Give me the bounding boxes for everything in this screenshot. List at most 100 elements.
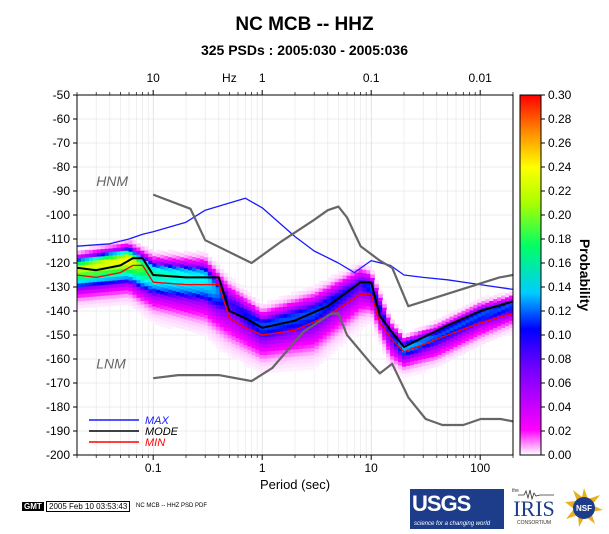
density-cell	[199, 309, 205, 314]
density-cell	[413, 356, 419, 361]
density-cell	[77, 257, 82, 262]
density-cell	[267, 303, 272, 309]
density-cell	[120, 257, 126, 262]
density-cell	[255, 316, 260, 322]
density-cell	[84, 289, 90, 294]
density-cell	[176, 305, 181, 310]
density-cell	[275, 350, 280, 355]
density-cell	[267, 311, 272, 316]
density-cell	[104, 276, 110, 282]
density-cell	[152, 251, 157, 257]
density-cell	[322, 309, 328, 314]
density-cell	[298, 355, 304, 360]
density-cell	[148, 310, 153, 315]
density-cell	[104, 284, 110, 289]
density-cell	[144, 303, 149, 308]
density-cell	[108, 255, 114, 260]
density-cell	[239, 292, 245, 297]
density-cell	[203, 292, 209, 297]
density-cell	[302, 294, 308, 299]
density-cell	[80, 296, 86, 302]
density-cell	[362, 283, 367, 288]
density-cell	[390, 359, 395, 364]
density-cell	[342, 307, 348, 312]
density-cell	[421, 333, 427, 338]
density-cell	[461, 342, 467, 347]
density-cell	[207, 289, 213, 294]
density-cell	[164, 284, 169, 289]
density-cell	[382, 307, 387, 312]
colorbar-tick-label: 0.16	[548, 256, 572, 270]
density-cell	[136, 268, 142, 273]
density-cell	[128, 294, 134, 299]
density-cell	[136, 271, 142, 277]
density-cell	[477, 302, 482, 307]
density-cell	[203, 253, 209, 258]
density-cell	[184, 264, 189, 270]
density-cell	[215, 326, 221, 331]
density-cell	[322, 334, 328, 340]
density-cell	[251, 340, 256, 345]
density-cell	[96, 288, 102, 293]
density-cell	[160, 308, 165, 313]
density-cell	[176, 298, 181, 303]
density-cell	[152, 259, 157, 264]
density-cell	[176, 269, 181, 274]
density-cell	[160, 315, 165, 320]
density-cell	[227, 305, 233, 310]
density-cell	[302, 351, 308, 356]
density-cell	[195, 279, 201, 284]
density-cell	[215, 264, 221, 270]
density-cell	[318, 309, 324, 314]
density-cell	[302, 337, 308, 342]
density-cell	[211, 289, 217, 295]
density-cell	[108, 244, 114, 249]
density-cell	[124, 250, 130, 255]
density-cell	[449, 312, 455, 317]
density-cell	[394, 356, 399, 361]
density-cell	[326, 299, 332, 304]
density-cell	[100, 259, 106, 264]
density-cell	[409, 342, 415, 348]
density-cell	[195, 286, 201, 291]
density-cell	[405, 361, 411, 366]
density-cell	[493, 309, 498, 314]
density-cell	[156, 314, 161, 319]
density-cell	[378, 304, 383, 309]
density-cell	[148, 278, 153, 283]
density-cell	[203, 317, 209, 323]
density-cell	[184, 304, 189, 309]
density-cell	[215, 293, 221, 298]
density-cell	[374, 283, 379, 288]
density-cell	[398, 361, 403, 366]
density-cell	[96, 292, 102, 297]
density-cell	[176, 266, 181, 271]
density-cell	[326, 295, 332, 300]
density-cell	[144, 307, 149, 312]
density-cell	[92, 295, 98, 301]
density-cell	[104, 244, 110, 249]
density-cell	[184, 290, 189, 295]
density-cell	[394, 353, 399, 358]
density-cell	[112, 301, 118, 306]
density-cell	[354, 300, 360, 305]
density-cell	[271, 332, 276, 337]
density-cell	[390, 351, 395, 357]
density-cell	[417, 348, 423, 353]
density-cell	[346, 325, 352, 330]
density-cell	[227, 323, 233, 328]
density-cell	[243, 329, 249, 335]
density-cell	[334, 303, 340, 308]
density-cell	[350, 329, 356, 334]
density-cell	[160, 290, 165, 295]
density-cell	[247, 317, 252, 322]
density-cell	[362, 301, 367, 306]
density-cell	[374, 290, 379, 296]
density-cell	[346, 332, 352, 337]
density-cell	[231, 332, 237, 337]
density-cell	[477, 323, 482, 328]
density-cell	[497, 293, 502, 298]
density-cell	[199, 298, 205, 303]
density-cell	[100, 248, 106, 253]
density-cell	[441, 345, 447, 350]
